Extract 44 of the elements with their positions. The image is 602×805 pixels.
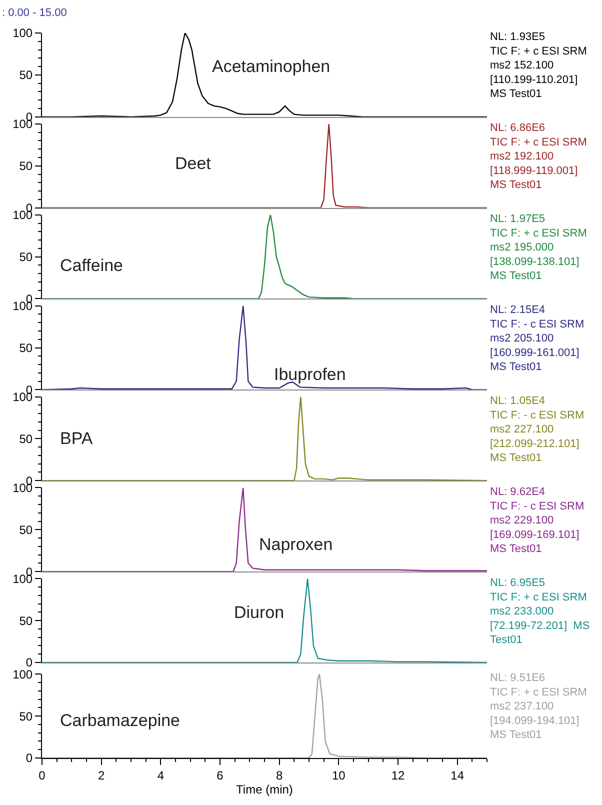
y-tick-label: 50 xyxy=(19,250,33,264)
text: NL: 1.93E5 TIC F: + c ESI SRM ms2 152.100 [110.199-110.201] MS Test01 xyxy=(490,31,587,100)
x-tick-label: 10 xyxy=(332,768,346,782)
text: : 0.00 - 15.00 xyxy=(2,7,67,19)
x-tick-label: 2 xyxy=(98,768,105,782)
x-tick-label: 8 xyxy=(276,768,283,782)
series-label: Acetaminophen xyxy=(212,57,330,76)
y-tick-label: 50 xyxy=(19,340,33,355)
x-tick-label: 6 xyxy=(216,768,224,782)
line-series xyxy=(42,306,487,390)
series-label: Diuron xyxy=(234,603,284,622)
line-series xyxy=(42,396,487,481)
series-label: Ibuprofen xyxy=(274,365,346,384)
y-tick-label: 0 xyxy=(26,751,33,766)
series-label: Caffeine xyxy=(60,256,124,275)
x-tick-label: 4 xyxy=(157,768,164,782)
y-tick-label: 50 xyxy=(19,432,33,446)
line-series xyxy=(42,578,487,663)
series-label: Naproxen xyxy=(259,535,333,554)
text: NL: 6.86E6 TIC F: + c ESI SRM ms2 192.100 [118.999-119.001] MS Test01 xyxy=(490,122,587,192)
y-tick-label: 50 xyxy=(19,709,33,724)
y-tick-label: 100 xyxy=(12,26,33,40)
series-label: BPA xyxy=(60,429,94,448)
y-tick-label: 0 xyxy=(26,656,33,670)
x-tick-label: 14 xyxy=(450,768,464,782)
y-tick-label: 50 xyxy=(19,614,33,628)
x-axis-title: Time (min) xyxy=(236,782,293,796)
text: NL: 6.95E5 TIC F: + c ESI SRM ms2 233.000 [72.199-72.201] MS Test01 xyxy=(490,577,590,646)
series-label: Carbamazepine xyxy=(60,711,180,730)
text: NL: 1.05E4 TIC F: - c ESI SRM ms2 227.100 [212.099-212.101] MS Test01 xyxy=(490,395,584,464)
text: NL: 9.51E6 TIC F: + c ESI SRM ms2 237.100 [194.099-194.101] MS Test01 xyxy=(490,672,587,742)
line-series xyxy=(42,124,487,208)
text: Deet xyxy=(175,154,212,173)
y-tick-label: 50 xyxy=(19,522,33,537)
line-series xyxy=(42,488,487,572)
x-tick-label: 12 xyxy=(391,768,405,782)
y-tick-label: 50 xyxy=(19,159,33,174)
x-tick-label: 0 xyxy=(38,768,46,782)
y-tick-label: 100 xyxy=(12,667,33,682)
line-series xyxy=(42,214,487,299)
text: NL: 9.62E4 TIC F: - c ESI SRM ms2 229.100 [169.099-169.101] MS Test01 xyxy=(490,486,584,556)
text: NL: 1.97E5 TIC F: + c ESI SRM ms2 195.000 [138.099-138.101] MS Test01 xyxy=(490,213,587,282)
y-tick-label: 50 xyxy=(19,68,33,82)
text: NL: 2.15E4 TIC F: - c ESI SRM ms2 205.100 [160.999-161.001] MS Test01 xyxy=(490,304,584,374)
